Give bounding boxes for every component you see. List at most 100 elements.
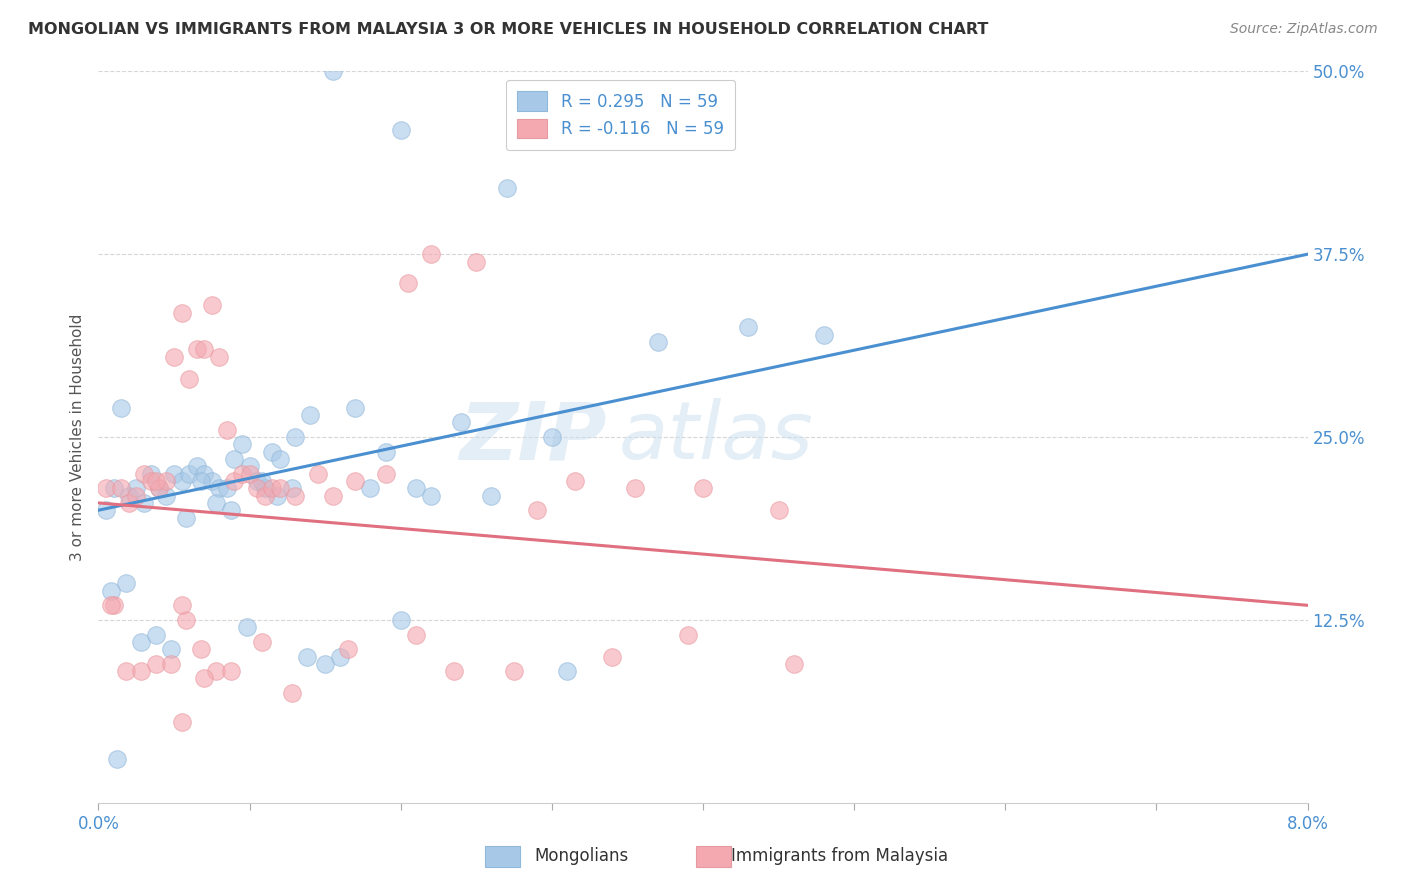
Point <box>344 401 367 415</box>
Point <box>129 635 152 649</box>
Point <box>405 627 427 641</box>
Point <box>782 657 804 671</box>
Text: Mongolians: Mongolians <box>534 847 628 865</box>
Point <box>145 627 167 641</box>
Point <box>420 247 443 261</box>
Point <box>246 481 269 495</box>
Point <box>100 583 122 598</box>
Point <box>201 474 224 488</box>
Point <box>526 503 548 517</box>
Point <box>132 496 155 510</box>
Point <box>503 664 526 678</box>
Point <box>205 496 228 510</box>
Point <box>262 444 284 458</box>
Point <box>481 489 503 503</box>
Point <box>239 459 262 474</box>
Point <box>100 599 122 613</box>
Point <box>737 320 759 334</box>
Text: Source: ZipAtlas.com: Source: ZipAtlas.com <box>1230 22 1378 37</box>
Text: atlas: atlas <box>619 398 813 476</box>
Point <box>322 64 344 78</box>
Text: ZIP: ZIP <box>458 398 606 476</box>
Point <box>405 481 427 495</box>
Point <box>186 459 208 474</box>
Point <box>231 437 253 451</box>
Point <box>215 481 238 495</box>
Point <box>148 481 170 495</box>
Point <box>129 664 152 678</box>
Point <box>145 474 167 488</box>
Point <box>103 481 125 495</box>
Point <box>170 599 193 613</box>
Point <box>190 474 212 488</box>
Point <box>495 181 517 195</box>
Point <box>110 401 132 415</box>
Point <box>281 481 304 495</box>
Point <box>148 481 170 495</box>
Point <box>647 334 669 349</box>
Point <box>105 752 128 766</box>
Point <box>174 613 197 627</box>
Point <box>177 467 201 481</box>
Point <box>239 467 262 481</box>
Y-axis label: 3 or more Vehicles in Household: 3 or more Vehicles in Household <box>69 313 84 561</box>
Point <box>389 613 412 627</box>
Point <box>360 481 382 495</box>
Point <box>118 496 141 510</box>
Point <box>125 489 148 503</box>
Point <box>336 642 359 657</box>
Point <box>141 467 163 481</box>
Point <box>768 503 790 517</box>
Point <box>208 481 231 495</box>
Point <box>190 642 212 657</box>
Point <box>281 686 304 700</box>
Point <box>215 423 238 437</box>
Point <box>221 503 243 517</box>
Point <box>193 467 215 481</box>
Text: MONGOLIAN VS IMMIGRANTS FROM MALAYSIA 3 OR MORE VEHICLES IN HOUSEHOLD CORRELATIO: MONGOLIAN VS IMMIGRANTS FROM MALAYSIA 3 … <box>28 22 988 37</box>
Point <box>186 343 208 357</box>
Point <box>269 481 291 495</box>
Point <box>420 489 443 503</box>
Point <box>114 664 136 678</box>
Point <box>250 635 273 649</box>
Point <box>295 649 318 664</box>
Point <box>201 298 224 312</box>
Point <box>624 481 647 495</box>
Point <box>94 481 117 495</box>
Point <box>307 467 329 481</box>
Point <box>224 452 246 467</box>
Point <box>284 489 307 503</box>
Point <box>676 627 699 641</box>
Point <box>389 123 412 137</box>
Point <box>170 715 193 730</box>
Point <box>118 489 141 503</box>
Point <box>813 327 835 342</box>
Point <box>141 474 163 488</box>
Point <box>250 474 273 488</box>
Point <box>145 657 167 671</box>
Point <box>170 306 193 320</box>
Point <box>177 371 201 385</box>
Point <box>224 474 246 488</box>
Point <box>298 408 321 422</box>
Point <box>132 467 155 481</box>
Point <box>555 664 578 678</box>
Point <box>450 416 472 430</box>
Point <box>94 503 117 517</box>
Point <box>205 664 228 678</box>
Point <box>246 474 269 488</box>
Point <box>103 599 125 613</box>
Point <box>114 576 136 591</box>
Point <box>284 430 307 444</box>
Point <box>163 467 186 481</box>
Point <box>374 444 396 458</box>
Point <box>174 510 197 524</box>
Point <box>155 489 177 503</box>
Point <box>253 481 276 495</box>
Point <box>231 467 253 481</box>
Point <box>170 474 193 488</box>
Point <box>125 481 148 495</box>
Point <box>253 489 276 503</box>
Text: Immigrants from Malaysia: Immigrants from Malaysia <box>731 847 948 865</box>
